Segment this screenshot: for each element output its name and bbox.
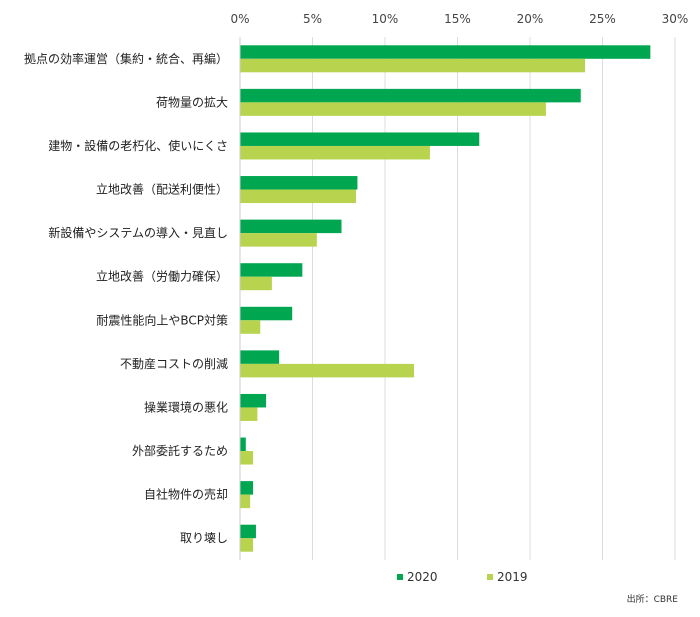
bar-2020	[240, 88, 581, 103]
bar-2019	[240, 494, 251, 509]
category-label: 立地改善（配送利便性）	[96, 182, 228, 197]
bar-2019	[240, 102, 546, 116]
bar-2019	[240, 363, 414, 378]
category-label: 耐震性能向上やBCP対策	[96, 312, 228, 327]
legend-swatch-2020	[397, 574, 403, 580]
bar-2019	[240, 407, 258, 421]
category-labels: 拠点の効率運営（集約・統合、再編） 荷物量の拡大建物・設備の老朽化、使いにくさ立地…	[24, 51, 228, 545]
x-tick-label: 15%	[444, 12, 471, 26]
category-label: 荷物量の拡大	[156, 95, 228, 109]
category-label: 外部委託するため	[132, 443, 228, 458]
category-label: 新設備やシステムの導入・見直し	[48, 225, 228, 240]
x-axis-ticks: 0% 5% 10% 15% 20% 25% 30%	[230, 12, 688, 26]
category-label: 建物・設備の老朽化、使いにくさ	[48, 138, 228, 153]
bar-2020	[240, 393, 267, 408]
category-label: 立地改善（労働力確保）	[96, 269, 228, 284]
legend-label-2019: 2019	[497, 570, 528, 584]
bar-2019	[240, 233, 317, 247]
bar-2020	[240, 437, 246, 452]
bar-2019	[240, 538, 254, 552]
category-label: 不動産コストの削減	[120, 356, 228, 371]
bar-2019	[240, 189, 356, 204]
x-tick-label: 10%	[372, 12, 399, 26]
bar-2020	[240, 481, 254, 495]
category-label: 拠点の効率運営（集約・統合、再編）	[24, 51, 228, 66]
legend-swatch-2019	[487, 574, 493, 580]
bars	[240, 45, 651, 552]
bar-2020	[240, 263, 303, 277]
x-tick-label: 25%	[589, 12, 616, 26]
bar-2019	[240, 320, 261, 334]
category-label: 操業環境の悪化	[144, 399, 228, 414]
bar-2020	[240, 45, 651, 59]
x-tick-label: 5%	[303, 12, 322, 26]
bar-2019	[240, 58, 586, 73]
bar-2019	[240, 451, 254, 465]
category-label: 取り壊し	[180, 531, 228, 545]
grid-lines	[312, 37, 676, 560]
bar-2020	[240, 524, 256, 539]
x-tick-label: 30%	[662, 12, 689, 26]
category-label: 自社物件の売却	[144, 487, 228, 502]
source-note: 出所：CBRE	[627, 593, 679, 605]
bar-2020	[240, 350, 280, 364]
bar-2020	[240, 219, 342, 234]
legend-label-2020: 2020	[407, 570, 438, 584]
x-tick-label: 0%	[230, 12, 249, 26]
bar-2019	[240, 276, 272, 291]
bar-2020	[240, 306, 293, 321]
x-tick-label: 20%	[517, 12, 544, 26]
bar-2020	[240, 176, 358, 190]
bar-2019	[240, 145, 430, 160]
bar-2020	[240, 132, 480, 146]
legend: 2020 2019	[397, 570, 528, 584]
